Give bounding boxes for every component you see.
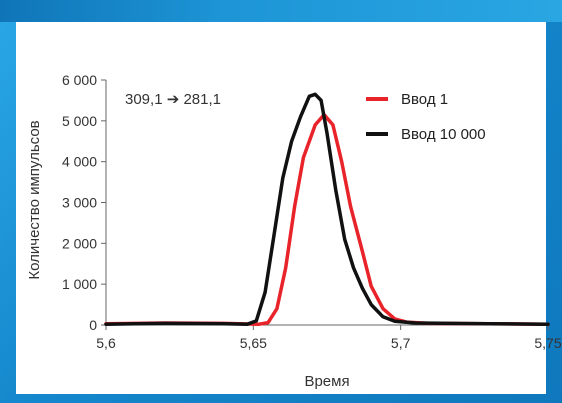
ion-transition-annotation: 309,1 ➔ 281,1 bbox=[125, 91, 221, 108]
series-line-1 bbox=[104, 112, 550, 326]
x-tick-label: 5,7 bbox=[391, 335, 411, 351]
legend-label: Ввод 1 bbox=[401, 91, 448, 108]
y-tick-label: 1 000 bbox=[62, 276, 97, 292]
y-tick-label: 2 000 bbox=[62, 235, 97, 251]
legend-label: Ввод 10 000 bbox=[401, 126, 486, 143]
legend: Ввод 1 Ввод 10 000 bbox=[366, 91, 486, 143]
x-tick-label: 5,65 bbox=[240, 335, 267, 351]
y-tick-label: 3 000 bbox=[62, 195, 97, 211]
series-line-2 bbox=[104, 92, 550, 326]
y-axis-title: Количество импульсов bbox=[26, 120, 43, 279]
y-tick-label: 5 000 bbox=[62, 113, 97, 129]
x-tick-label: 5,6 bbox=[96, 335, 116, 351]
y-tick-label: 4 000 bbox=[62, 154, 97, 170]
series-layer bbox=[104, 92, 550, 326]
x-tick-label: 5,75 bbox=[534, 335, 561, 351]
chart-panel bbox=[16, 22, 546, 394]
y-tick-label: 6 000 bbox=[62, 72, 97, 88]
y-tick-label: 0 bbox=[89, 317, 97, 333]
axes: 0 1 000 2 000 3 000 4 000 5 000 6 000 5,6 5,65 5,… bbox=[62, 72, 562, 351]
top-banner-strip bbox=[0, 0, 562, 22]
x-axis-title: Время bbox=[304, 373, 349, 390]
